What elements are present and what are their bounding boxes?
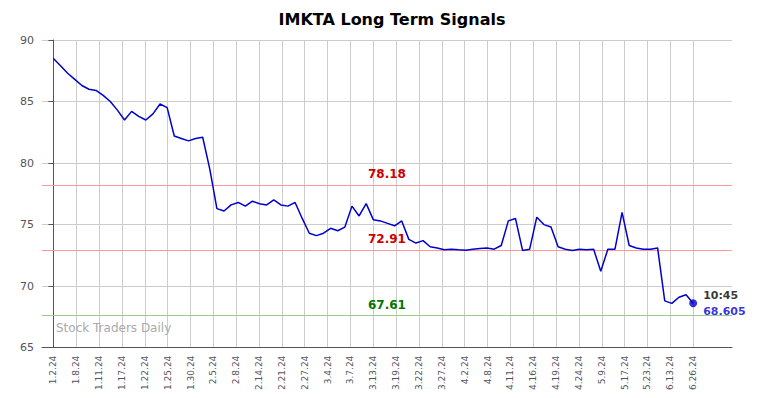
svg-text:4.19.24: 4.19.24 bbox=[551, 355, 561, 390]
svg-text:80: 80 bbox=[20, 157, 34, 170]
svg-text:65: 65 bbox=[20, 341, 34, 354]
svg-text:1.2.24: 1.2.24 bbox=[48, 355, 58, 384]
svg-text:90: 90 bbox=[20, 34, 34, 47]
svg-text:75: 75 bbox=[20, 218, 34, 231]
svg-text:5.23.24: 5.23.24 bbox=[642, 355, 652, 390]
svg-text:4.24.24: 4.24.24 bbox=[574, 355, 584, 390]
svg-text:6.13.24: 6.13.24 bbox=[665, 355, 675, 390]
svg-text:78.18: 78.18 bbox=[368, 167, 406, 181]
svg-text:67.61: 67.61 bbox=[368, 298, 406, 312]
svg-text:5.9.24: 5.9.24 bbox=[597, 355, 607, 384]
svg-text:3.22.24: 3.22.24 bbox=[414, 355, 424, 390]
svg-text:85: 85 bbox=[20, 95, 34, 108]
svg-text:1.30.24: 1.30.24 bbox=[186, 355, 196, 390]
svg-text:3.27.24: 3.27.24 bbox=[437, 355, 447, 390]
svg-text:72.91: 72.91 bbox=[368, 232, 406, 246]
svg-text:2.14.24: 2.14.24 bbox=[254, 355, 264, 390]
svg-text:1.25.24: 1.25.24 bbox=[163, 355, 173, 390]
svg-text:1.17.24: 1.17.24 bbox=[117, 355, 127, 390]
svg-text:3.7.24: 3.7.24 bbox=[345, 355, 355, 384]
svg-text:2.21.24: 2.21.24 bbox=[277, 355, 287, 390]
svg-text:1.11.24: 1.11.24 bbox=[94, 355, 104, 390]
svg-text:68.605: 68.605 bbox=[703, 305, 745, 318]
svg-text:3.13.24: 3.13.24 bbox=[368, 355, 378, 390]
svg-text:1.22.24: 1.22.24 bbox=[140, 355, 150, 390]
svg-text:5.17.24: 5.17.24 bbox=[620, 355, 630, 390]
svg-text:4.2.24: 4.2.24 bbox=[460, 355, 470, 384]
svg-text:3.4.24: 3.4.24 bbox=[323, 355, 333, 384]
svg-text:2.5.24: 2.5.24 bbox=[208, 355, 218, 384]
svg-text:4.11.24: 4.11.24 bbox=[505, 355, 515, 390]
svg-text:2.27.24: 2.27.24 bbox=[300, 355, 310, 390]
svg-text:4.8.24: 4.8.24 bbox=[483, 355, 493, 384]
svg-text:70: 70 bbox=[20, 280, 34, 293]
svg-text:IMKTA Long Term Signals: IMKTA Long Term Signals bbox=[279, 10, 506, 29]
svg-text:10:45: 10:45 bbox=[703, 289, 738, 302]
svg-text:4.16.24: 4.16.24 bbox=[528, 355, 538, 390]
svg-text:3.19.24: 3.19.24 bbox=[391, 355, 401, 390]
svg-text:2.8.24: 2.8.24 bbox=[231, 355, 241, 384]
svg-text:6.26.24: 6.26.24 bbox=[688, 355, 698, 390]
svg-text:Stock Traders Daily: Stock Traders Daily bbox=[56, 321, 171, 335]
svg-text:1.8.24: 1.8.24 bbox=[71, 355, 81, 384]
